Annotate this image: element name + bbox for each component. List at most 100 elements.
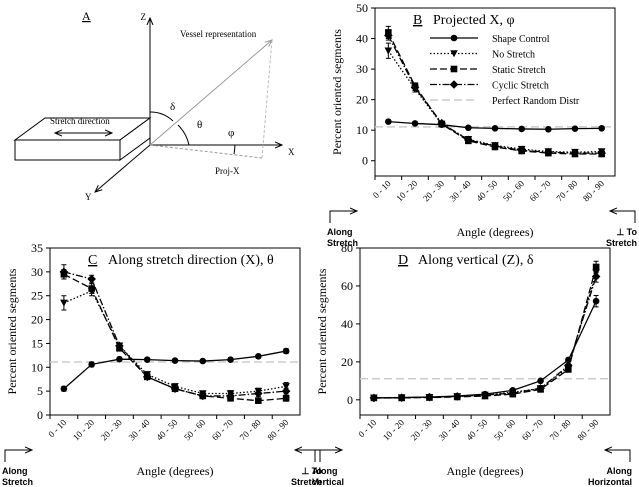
marker — [452, 392, 462, 401]
block-side — [119, 117, 151, 161]
y-tick-label: 0 — [37, 408, 43, 422]
x-tick-label: 40 - 50 — [464, 417, 489, 442]
y-label: Y — [85, 192, 92, 202]
right-note: Stretch — [606, 238, 637, 248]
marker — [170, 384, 180, 394]
left-note: Stretch — [327, 238, 358, 248]
x-tick-label: 30 - 40 — [448, 178, 473, 203]
x-tick-label: 60 - 70 — [528, 178, 553, 203]
x-tick-label: 40 - 50 — [474, 178, 499, 203]
left-note: Stretch — [2, 477, 33, 487]
y-tick-label: 50 — [356, 1, 368, 15]
right-note: ⊥ To — [301, 466, 322, 476]
plot-frame — [374, 7, 616, 177]
y-tick-label: 40 — [356, 32, 368, 46]
vessel-line — [149, 40, 272, 146]
chart: 0 10 20 30 40 50 0 - 10 10 - 20 20 - 30 30 - 40 40… — [327, 1, 637, 248]
marker — [450, 50, 458, 58]
projection-label: Proj-X — [215, 166, 240, 176]
marker — [281, 386, 291, 396]
chart-title: Along vertical (Z), δ — [418, 253, 534, 268]
marker — [545, 125, 552, 133]
marker — [384, 31, 393, 40]
x-tick-label: 20 - 30 — [99, 417, 124, 442]
marker — [564, 361, 573, 370]
marker — [198, 391, 208, 401]
marker — [464, 135, 473, 145]
x-tick-label: 30 - 40 — [127, 417, 152, 442]
theta-arc — [177, 124, 190, 146]
vessel-label: Vessel representation — [180, 29, 257, 39]
marker — [450, 34, 458, 42]
phi-label: φ — [228, 127, 234, 139]
y-tick-label: 10 — [356, 123, 368, 137]
plot-frame — [359, 247, 611, 416]
projection-line — [149, 144, 263, 159]
x-tick-label: 60 - 70 — [210, 417, 235, 442]
marker — [465, 124, 472, 132]
right-note: Stretch — [291, 477, 322, 487]
right-note: Horizontal — [588, 477, 632, 487]
marker — [480, 390, 490, 400]
y-tick-label: 20 — [341, 355, 353, 369]
marker — [255, 353, 262, 360]
legend-label: Shape Control — [492, 34, 550, 45]
marker — [115, 341, 124, 351]
y-tick-label: 30 — [31, 265, 43, 279]
right-note: ⊥ To — [616, 227, 637, 237]
marker — [411, 120, 419, 127]
panel-label: B — [413, 13, 422, 28]
x-tick-label: 80 - 90 — [265, 417, 290, 442]
x-tick-label: 50 - 60 — [501, 178, 526, 203]
y-tick-label: 30 — [356, 62, 368, 76]
marker — [60, 385, 68, 393]
marker — [592, 263, 600, 271]
panel-label: D — [398, 253, 408, 268]
x-label: X — [288, 147, 295, 157]
y-tick-label: 80 — [341, 241, 353, 255]
stretch-label: Stretch direction — [50, 116, 110, 126]
x-tick-label: 40 - 50 — [154, 417, 179, 442]
marker — [597, 148, 606, 158]
marker — [116, 355, 123, 363]
marker — [565, 356, 572, 364]
note-arrow — [329, 211, 357, 223]
marker — [59, 267, 69, 277]
marker — [517, 146, 526, 155]
y-tick-label: 35 — [31, 241, 43, 255]
marker — [425, 392, 434, 402]
left-note: Along — [2, 466, 28, 476]
marker — [227, 356, 234, 363]
right-note: Along — [607, 466, 633, 476]
marker — [397, 393, 406, 403]
chart-title: Along stretch direction (X), θ — [108, 253, 274, 268]
y-tick-label: 25 — [31, 289, 43, 303]
series-line — [63, 271, 287, 397]
panel-label: C — [88, 253, 97, 268]
marker — [491, 125, 499, 132]
panel-a: A Z X Y Vessel representation Proj-X Str… — [13, 9, 295, 202]
marker — [87, 274, 96, 284]
marker — [592, 297, 600, 305]
x-tick-label: 70 - 80 — [238, 417, 263, 442]
plot-frame — [49, 247, 301, 416]
marker — [571, 125, 579, 132]
marker — [88, 361, 95, 368]
legend-label: Static Stretch — [492, 65, 546, 76]
y-tick-label: 40 — [341, 317, 353, 331]
left-note: Along — [327, 227, 353, 237]
marker — [282, 395, 290, 402]
delta-label: δ — [170, 101, 175, 113]
y-tick-label: 10 — [31, 360, 43, 374]
marker — [199, 357, 207, 365]
x-tick-label: 60 - 70 — [520, 417, 545, 442]
legend-label: No Stretch — [492, 50, 535, 61]
series-line — [373, 300, 597, 399]
x-tick-label: 10 - 20 — [71, 417, 96, 442]
series-line — [373, 272, 597, 399]
marker — [385, 118, 392, 125]
marker — [171, 357, 179, 364]
x-axis-label: Angle (degrees) — [447, 464, 524, 478]
marker — [449, 80, 459, 89]
note-arrow — [314, 450, 342, 462]
